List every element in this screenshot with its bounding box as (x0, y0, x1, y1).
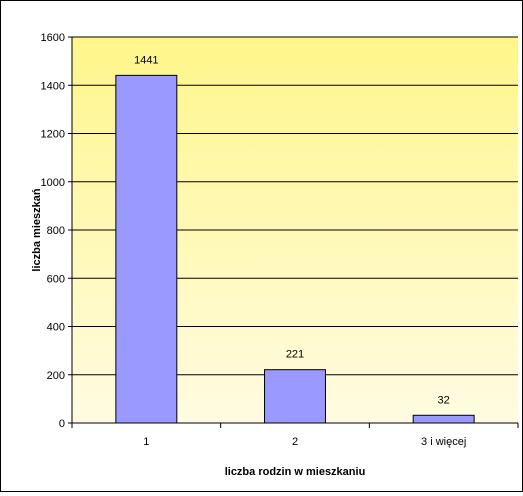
bar-3 (412, 414, 475, 424)
y-tick-label: 400 (47, 322, 65, 334)
bars (115, 74, 475, 424)
y-tick-label: 1200 (41, 129, 65, 141)
x-axis-title: liczba rodzin w mieszkaniu (225, 466, 366, 478)
x-tick-label: 2 (292, 436, 298, 448)
y-tick-label: 0 (59, 418, 65, 430)
axes (68, 36, 519, 428)
y-axis-title: liczba mieszkań (31, 188, 43, 271)
x-tick-label: 3 i więcej (421, 436, 466, 448)
data-label: 221 (286, 349, 304, 361)
data-label: 1441 (134, 54, 158, 66)
y-tick-label: 1000 (41, 177, 65, 189)
labels: 0 200 400 600 800 1000 1200 1400 1600 1441 1 221 2 32… (41, 32, 467, 448)
y-tick-label: 200 (47, 370, 65, 382)
y-tick-label: 1400 (41, 80, 65, 92)
y-tick-label: 800 (47, 225, 65, 237)
x-tick-label: 1 (143, 436, 149, 448)
bar-1 (115, 74, 178, 424)
y-tick-label: 600 (47, 273, 65, 285)
y-tick-label: 1600 (41, 32, 65, 44)
bar-2 (264, 369, 326, 424)
data-label: 32 (438, 394, 450, 406)
